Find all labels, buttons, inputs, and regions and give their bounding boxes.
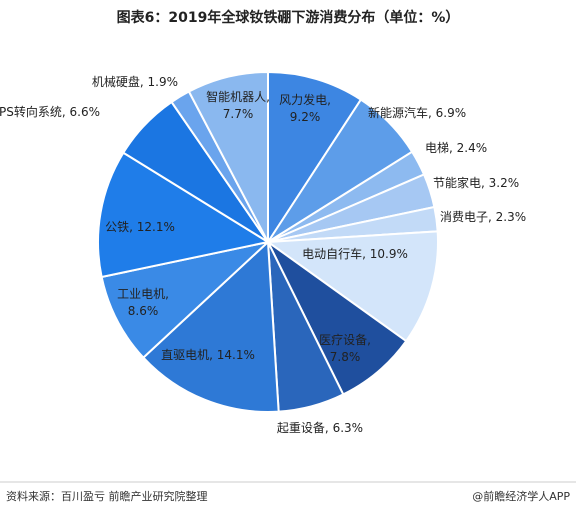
label-value: 12.1%	[137, 220, 175, 234]
label-category: 电动自行车	[302, 246, 362, 261]
pie-slice	[265, 230, 439, 343]
label-category: 风力发电	[279, 92, 327, 107]
pie-slice	[187, 70, 269, 243]
pie-slice	[97, 151, 271, 279]
label-separator: ,	[62, 105, 66, 119]
data-label: EPS转向系统, 6.6%	[0, 104, 100, 119]
pie-slice	[141, 239, 280, 413]
label-category: 节能家电	[433, 175, 481, 190]
label-separator: ,	[449, 141, 453, 155]
label-category: 医疗设备	[319, 333, 367, 347]
label-category: 工业电机	[117, 287, 165, 301]
label-category: EPS转向系统	[0, 104, 62, 119]
label-separator: ,	[428, 106, 432, 120]
label-separator: ,	[488, 210, 492, 224]
data-label: 机械硬盘, 1.9%	[92, 74, 178, 89]
data-label: 电梯, 2.4%	[425, 141, 487, 155]
label-value: 6.6%	[70, 105, 101, 119]
label-separator: ,	[327, 93, 331, 107]
label-category: 消费电子	[440, 210, 488, 224]
label-value: 14.1%	[217, 348, 255, 362]
label-separator: ,	[209, 348, 213, 362]
label-separator: ,	[481, 176, 485, 190]
data-label: 消费电子, 2.3%	[440, 210, 526, 224]
data-label: 电动自行车, 10.9%	[302, 246, 408, 261]
label-category: 直驱电机	[161, 348, 209, 362]
data-label: 医疗设备, 7.8%	[319, 333, 371, 364]
label-category: 机械硬盘	[92, 74, 140, 89]
label-value: 10.9%	[370, 247, 408, 261]
label-value: 6.3%	[333, 421, 364, 435]
data-label: 智能机器人, 7.7%	[206, 89, 270, 121]
data-label: 新能源汽车, 6.9%	[368, 105, 466, 120]
label-separator: ,	[362, 247, 366, 261]
label-category: 新能源汽车	[368, 105, 428, 120]
label-value: 3.2%	[489, 176, 520, 190]
label-category: 电梯	[425, 141, 449, 155]
label-value: 1.9%	[148, 75, 179, 89]
label-separator: ,	[367, 333, 371, 347]
data-label: 工业电机, 8.6%	[117, 287, 169, 318]
label-category: 智能机器人	[206, 89, 266, 104]
data-label: 风力发电, 9.2%	[279, 92, 331, 124]
label-separator: ,	[325, 421, 329, 435]
label-separator: ,	[129, 220, 133, 234]
data-label: 直驱电机, 14.1%	[161, 348, 255, 362]
label-category: 公铁	[105, 220, 129, 234]
label-value: 2.4%	[457, 141, 488, 155]
label-separator: ,	[140, 75, 144, 89]
label-category: 起重设备	[277, 421, 325, 435]
label-value: 9.2%	[290, 110, 321, 124]
label-value: 6.9%	[436, 106, 467, 120]
label-separator: ,	[165, 287, 169, 301]
pie-slice	[267, 70, 363, 246]
label-value: 8.6%	[128, 304, 159, 318]
label-value: 7.7%	[223, 107, 254, 121]
label-value: 7.8%	[330, 350, 361, 364]
label-separator: ,	[266, 90, 270, 104]
label-value: 2.3%	[496, 210, 527, 224]
data-label: 节能家电, 3.2%	[433, 175, 519, 190]
data-label: 起重设备, 6.3%	[277, 421, 363, 435]
pie-slice	[100, 240, 272, 360]
source: 资料来源：百川盈亏 前瞻产业研究院整理	[6, 489, 208, 503]
chart-title: 图表6：2019年全球钕铁硼下游消费分布（单位：%）	[117, 9, 460, 26]
data-label: 公铁, 12.1%	[105, 220, 175, 234]
credit: @前瞻经济学人APP	[472, 489, 570, 503]
